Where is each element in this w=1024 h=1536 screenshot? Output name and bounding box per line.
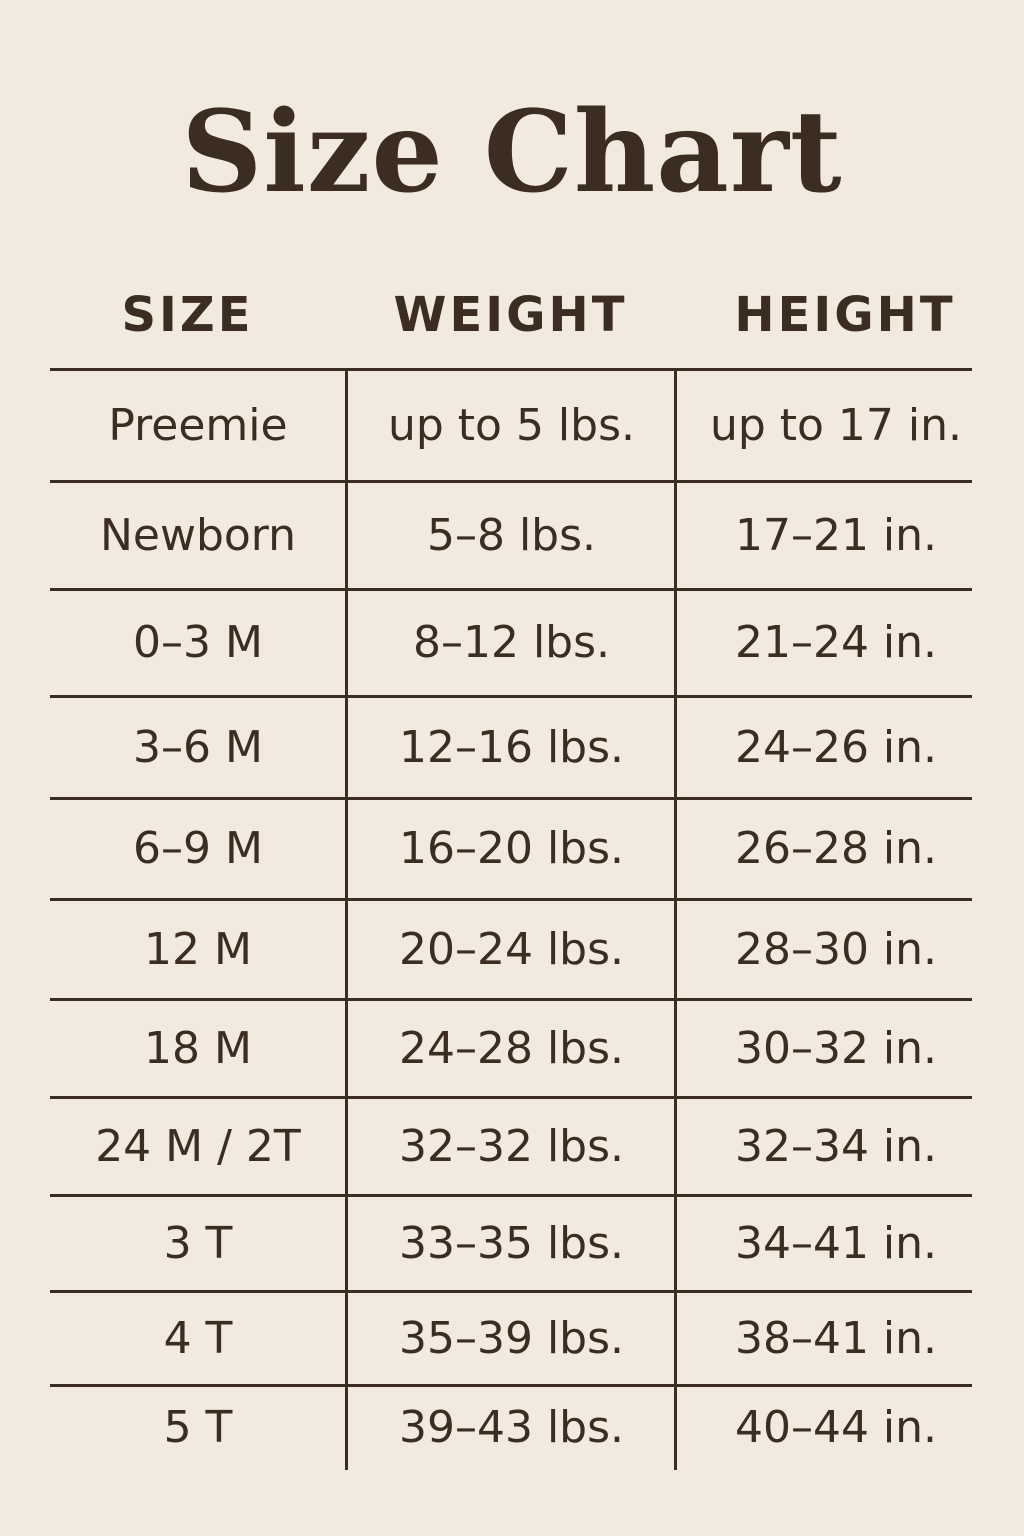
weight-cell: up to 5 lbs. <box>387 399 635 451</box>
weight-cell: 32–32 lbs. <box>398 1120 625 1172</box>
row-divider <box>50 480 972 483</box>
row-divider <box>50 797 972 800</box>
weight-cell: 24–28 lbs. <box>398 1022 625 1074</box>
weight-cell: 39–43 lbs. <box>398 1402 625 1453</box>
row-divider <box>50 1384 972 1387</box>
size-cell: 5 T <box>163 1402 233 1453</box>
height-cell: 26–28 in. <box>734 823 938 874</box>
size-cell: 12 M <box>144 923 252 975</box>
height-cell: 24–26 in. <box>734 721 938 773</box>
height-cell: 28–30 in. <box>734 923 938 975</box>
row-divider <box>50 368 972 371</box>
row-divider <box>50 998 972 1001</box>
weight-cell: 20–24 lbs. <box>398 923 625 975</box>
height-cell: 30–32 in. <box>734 1022 938 1074</box>
weight-cell: 8–12 lbs. <box>412 617 611 668</box>
size-cell: 0–3 M <box>133 617 263 668</box>
row-divider <box>50 1290 972 1293</box>
column-divider <box>674 369 677 1470</box>
height-cell: 17–21 in. <box>734 509 938 561</box>
size-cell: 3–6 M <box>133 721 263 773</box>
page-title: Size Chart <box>181 87 843 218</box>
size-cell: 18 M <box>144 1022 252 1074</box>
height-cell: 32–34 in. <box>734 1120 938 1172</box>
size-cell: 3 T <box>163 1217 233 1269</box>
weight-cell: 12–16 lbs. <box>398 721 625 773</box>
height-cell: 40–44 in. <box>734 1402 938 1453</box>
column-header-size: SIZE <box>121 287 254 343</box>
weight-cell: 35–39 lbs. <box>398 1312 625 1364</box>
row-divider <box>50 898 972 901</box>
height-cell: 21–24 in. <box>734 617 938 668</box>
weight-cell: 33–35 lbs. <box>398 1217 625 1269</box>
column-divider <box>345 369 348 1470</box>
row-divider <box>50 695 972 698</box>
height-cell: up to 17 in. <box>709 399 963 451</box>
size-cell: Newborn <box>99 509 297 561</box>
size-cell: 24 M / 2T <box>95 1120 301 1172</box>
row-divider <box>50 588 972 591</box>
size-cell: Preemie <box>108 399 288 451</box>
column-header-weight: WEIGHT <box>393 287 628 343</box>
column-header-height: HEIGHT <box>734 287 956 343</box>
height-cell: 38–41 in. <box>734 1312 938 1364</box>
row-divider <box>50 1096 972 1099</box>
weight-cell: 5–8 lbs. <box>426 509 597 561</box>
height-cell: 34–41 in. <box>734 1217 938 1269</box>
row-divider <box>50 1194 972 1197</box>
weight-cell: 16–20 lbs. <box>398 823 625 874</box>
size-cell: 6–9 M <box>133 823 263 874</box>
size-cell: 4 T <box>163 1312 233 1364</box>
